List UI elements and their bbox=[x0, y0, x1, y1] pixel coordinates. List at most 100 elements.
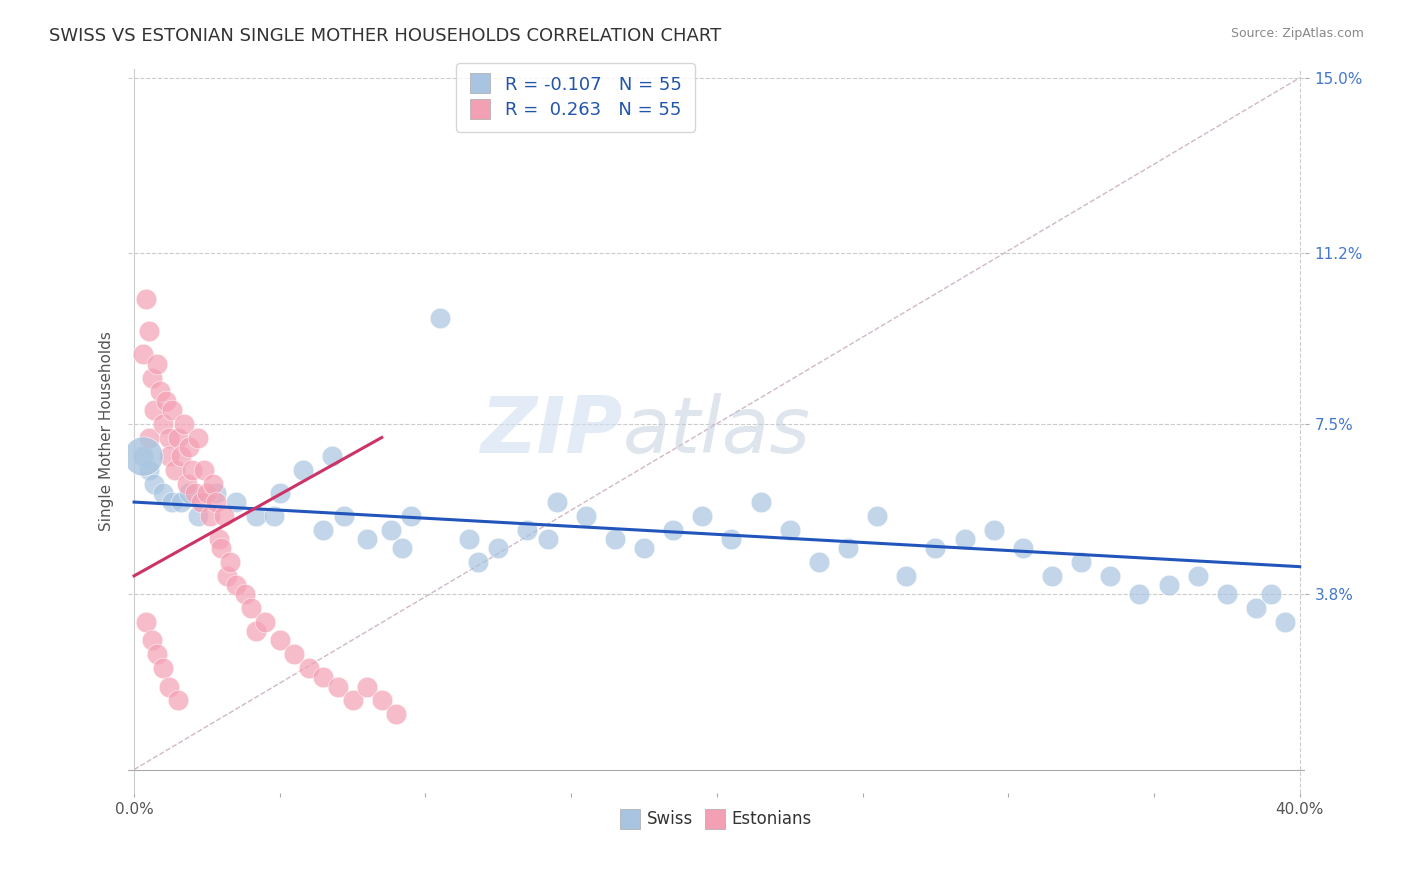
Point bbox=[807, 555, 830, 569]
Point bbox=[342, 693, 364, 707]
Point bbox=[1244, 601, 1267, 615]
Point bbox=[152, 661, 174, 675]
Point bbox=[1216, 587, 1239, 601]
Point bbox=[633, 541, 655, 556]
Point bbox=[204, 495, 226, 509]
Point bbox=[198, 508, 221, 523]
Point bbox=[690, 508, 713, 523]
Point bbox=[157, 449, 180, 463]
Point bbox=[896, 569, 918, 583]
Point bbox=[779, 523, 801, 537]
Point bbox=[163, 463, 186, 477]
Point bbox=[173, 417, 195, 431]
Point bbox=[385, 707, 408, 722]
Point bbox=[135, 615, 157, 629]
Point bbox=[399, 508, 422, 523]
Point bbox=[321, 449, 343, 463]
Point bbox=[467, 555, 489, 569]
Point bbox=[269, 486, 291, 500]
Point bbox=[458, 532, 481, 546]
Point bbox=[149, 384, 172, 399]
Point bbox=[245, 624, 267, 639]
Point bbox=[179, 440, 201, 454]
Point bbox=[1187, 569, 1209, 583]
Point bbox=[537, 532, 560, 546]
Text: atlas: atlas bbox=[623, 392, 811, 468]
Point bbox=[298, 661, 321, 675]
Point bbox=[141, 633, 163, 648]
Point bbox=[391, 541, 413, 556]
Point bbox=[152, 486, 174, 500]
Point bbox=[152, 417, 174, 431]
Text: SWISS VS ESTONIAN SINGLE MOTHER HOUSEHOLDS CORRELATION CHART: SWISS VS ESTONIAN SINGLE MOTHER HOUSEHOL… bbox=[49, 27, 721, 45]
Text: ZIP: ZIP bbox=[481, 392, 623, 468]
Point bbox=[160, 402, 183, 417]
Point bbox=[983, 523, 1005, 537]
Point bbox=[333, 508, 356, 523]
Point bbox=[214, 508, 236, 523]
Point bbox=[132, 347, 155, 361]
Point bbox=[326, 680, 349, 694]
Point bbox=[254, 615, 277, 629]
Point bbox=[356, 680, 378, 694]
Point bbox=[170, 449, 193, 463]
Point bbox=[239, 601, 262, 615]
Point bbox=[138, 463, 160, 477]
Point bbox=[356, 532, 378, 546]
Point bbox=[263, 508, 285, 523]
Point bbox=[211, 541, 233, 556]
Point bbox=[429, 310, 451, 325]
Point bbox=[184, 486, 207, 500]
Point bbox=[225, 495, 247, 509]
Point bbox=[233, 587, 256, 601]
Point bbox=[132, 449, 155, 463]
Point bbox=[141, 370, 163, 384]
Point bbox=[138, 325, 160, 339]
Point bbox=[181, 463, 204, 477]
Point bbox=[135, 292, 157, 306]
Point bbox=[380, 523, 402, 537]
Point bbox=[546, 495, 568, 509]
Point bbox=[157, 680, 180, 694]
Point bbox=[953, 532, 976, 546]
Point bbox=[866, 508, 889, 523]
Point bbox=[193, 463, 215, 477]
Point bbox=[176, 476, 198, 491]
Point bbox=[179, 486, 201, 500]
Point bbox=[201, 476, 224, 491]
Point bbox=[1099, 569, 1122, 583]
Point bbox=[166, 430, 188, 444]
Point bbox=[143, 476, 166, 491]
Point bbox=[245, 508, 267, 523]
Legend: Swiss, Estonians: Swiss, Estonians bbox=[616, 804, 818, 835]
Point bbox=[187, 508, 209, 523]
Point bbox=[1070, 555, 1092, 569]
Point bbox=[138, 430, 160, 444]
Point bbox=[187, 430, 209, 444]
Point bbox=[1011, 541, 1033, 556]
Point bbox=[207, 532, 229, 546]
Point bbox=[146, 357, 169, 371]
Point bbox=[146, 648, 169, 662]
Point bbox=[486, 541, 509, 556]
Point bbox=[217, 569, 239, 583]
Point bbox=[219, 555, 242, 569]
Point bbox=[155, 393, 177, 408]
Text: Source: ZipAtlas.com: Source: ZipAtlas.com bbox=[1230, 27, 1364, 40]
Point bbox=[166, 693, 188, 707]
Point bbox=[1157, 578, 1180, 592]
Point bbox=[190, 495, 212, 509]
Point bbox=[225, 578, 247, 592]
Point bbox=[1274, 615, 1296, 629]
Point bbox=[1040, 569, 1063, 583]
Point bbox=[662, 523, 685, 537]
Point bbox=[312, 523, 335, 537]
Point bbox=[516, 523, 538, 537]
Point bbox=[312, 670, 335, 684]
Point bbox=[292, 463, 315, 477]
Point bbox=[1260, 587, 1282, 601]
Point bbox=[603, 532, 626, 546]
Point bbox=[143, 402, 166, 417]
Point bbox=[204, 486, 226, 500]
Point bbox=[160, 495, 183, 509]
